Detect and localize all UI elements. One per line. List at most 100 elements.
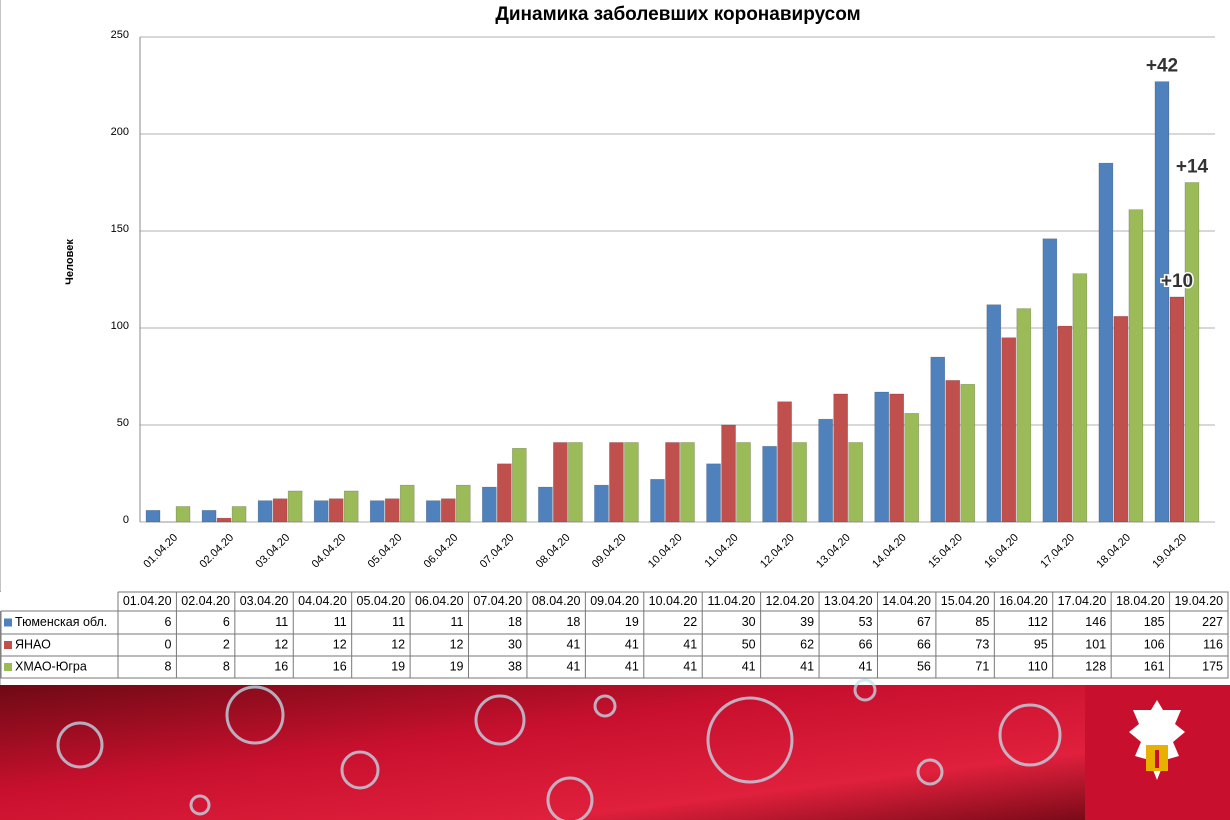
bar <box>721 424 736 523</box>
bar <box>706 463 721 523</box>
table-cell: 30 <box>742 615 756 629</box>
table-cell: 2 <box>223 637 230 651</box>
table-header: 05.04.20 <box>357 594 406 608</box>
bar <box>594 484 609 523</box>
x-tick-label: 15.04.20 <box>926 532 965 571</box>
virus-decor <box>56 678 1062 820</box>
bar <box>736 442 751 523</box>
bar <box>986 304 1002 523</box>
y-tick-label: 250 <box>111 29 129 41</box>
bar <box>482 486 497 523</box>
table-cell: 39 <box>800 615 814 629</box>
bar <box>328 498 344 523</box>
x-tick-label: 06.04.20 <box>422 532 461 571</box>
annotation: +10 <box>1161 271 1193 292</box>
table-cell: 112 <box>1028 615 1048 629</box>
y-tick-label: 0 <box>123 514 129 526</box>
bar <box>665 442 680 523</box>
table-cell: 66 <box>859 637 873 651</box>
table-header: 07.04.20 <box>473 594 522 608</box>
table-cell: 175 <box>1202 659 1223 673</box>
table-header: 15.04.20 <box>941 594 990 608</box>
bar <box>497 463 512 523</box>
bar <box>650 479 665 523</box>
x-tick-label: 08.04.20 <box>534 532 573 571</box>
table-header: 14.04.20 <box>882 594 931 608</box>
table-header: 09.04.20 <box>590 594 639 608</box>
x-tick-label: 19.04.20 <box>1150 532 1189 571</box>
x-tick-label: 16.04.20 <box>982 532 1021 571</box>
table-cell: 71 <box>975 659 989 673</box>
x-tick-label: 18.04.20 <box>1094 532 1133 571</box>
bar <box>512 447 527 523</box>
table-cell: 41 <box>625 637 639 651</box>
bar <box>440 498 456 523</box>
table-cell: 11 <box>275 615 288 629</box>
table-header: 10.04.20 <box>649 594 698 608</box>
table-cell: 50 <box>742 637 756 651</box>
x-tick-label: 07.04.20 <box>478 532 517 571</box>
bar <box>568 442 583 523</box>
table-cell: 19 <box>391 659 405 673</box>
table-header: 17.04.20 <box>1058 594 1107 608</box>
table-cell: 11 <box>392 615 405 629</box>
bar <box>369 500 385 523</box>
bar <box>175 506 191 523</box>
bar <box>833 393 848 523</box>
y-tick-label: 50 <box>117 417 129 429</box>
bar <box>538 486 553 523</box>
bar <box>945 380 961 523</box>
legend-label: Тюменская обл. <box>15 615 107 629</box>
table-header: 19.04.20 <box>1174 594 1223 608</box>
x-tick-label: 13.04.20 <box>814 532 853 571</box>
table-cell: 16 <box>274 659 288 673</box>
x-tick-label: 17.04.20 <box>1038 532 1077 571</box>
bar <box>1128 209 1144 523</box>
bar <box>384 498 400 523</box>
table-cell: 8 <box>223 659 230 673</box>
bar <box>624 442 639 523</box>
bar <box>889 393 905 523</box>
table-cell: 6 <box>223 615 230 629</box>
table-cell: 95 <box>1034 637 1048 651</box>
y-axis-label: Человек <box>64 239 76 285</box>
table-cell: 85 <box>975 615 989 629</box>
chart-title: Динамика заболевших коронавирусом <box>495 4 860 25</box>
table-header: 01.04.20 <box>123 594 172 608</box>
bar <box>762 446 777 523</box>
bar <box>904 413 920 523</box>
table-cell: 41 <box>566 637 580 651</box>
table-cell: 41 <box>859 659 873 673</box>
table-cell: 161 <box>1144 659 1165 673</box>
bar <box>777 401 792 523</box>
table-cell: 41 <box>683 659 697 673</box>
legend-swatch <box>4 663 12 671</box>
table-cell: 146 <box>1085 615 1106 629</box>
table-cell: 12 <box>391 637 405 651</box>
bar <box>1184 182 1200 523</box>
x-tick-label: 01.04.20 <box>141 532 180 571</box>
bar <box>960 383 976 523</box>
annotation: +42 <box>1146 56 1178 77</box>
legend-swatch <box>4 641 12 649</box>
bar <box>1154 81 1170 523</box>
bar <box>1169 296 1185 523</box>
bar <box>272 498 288 523</box>
table-header: 03.04.20 <box>240 594 289 608</box>
table-cell: 8 <box>164 659 171 673</box>
table-header: 16.04.20 <box>999 594 1048 608</box>
x-tick-label: 09.04.20 <box>590 532 629 571</box>
legend-label: ЯНАО <box>15 637 51 651</box>
bar <box>257 500 273 523</box>
table-header: 04.04.20 <box>298 594 347 608</box>
table-cell: 6 <box>164 615 171 629</box>
table-cell: 41 <box>625 659 639 673</box>
table-cell: 41 <box>683 637 697 651</box>
bar <box>399 484 415 523</box>
bar <box>1057 325 1073 523</box>
table-cell: 56 <box>917 659 931 673</box>
table-cell: 0 <box>164 637 171 651</box>
x-tick-label: 10.04.20 <box>646 532 685 571</box>
table-header: 06.04.20 <box>415 594 464 608</box>
